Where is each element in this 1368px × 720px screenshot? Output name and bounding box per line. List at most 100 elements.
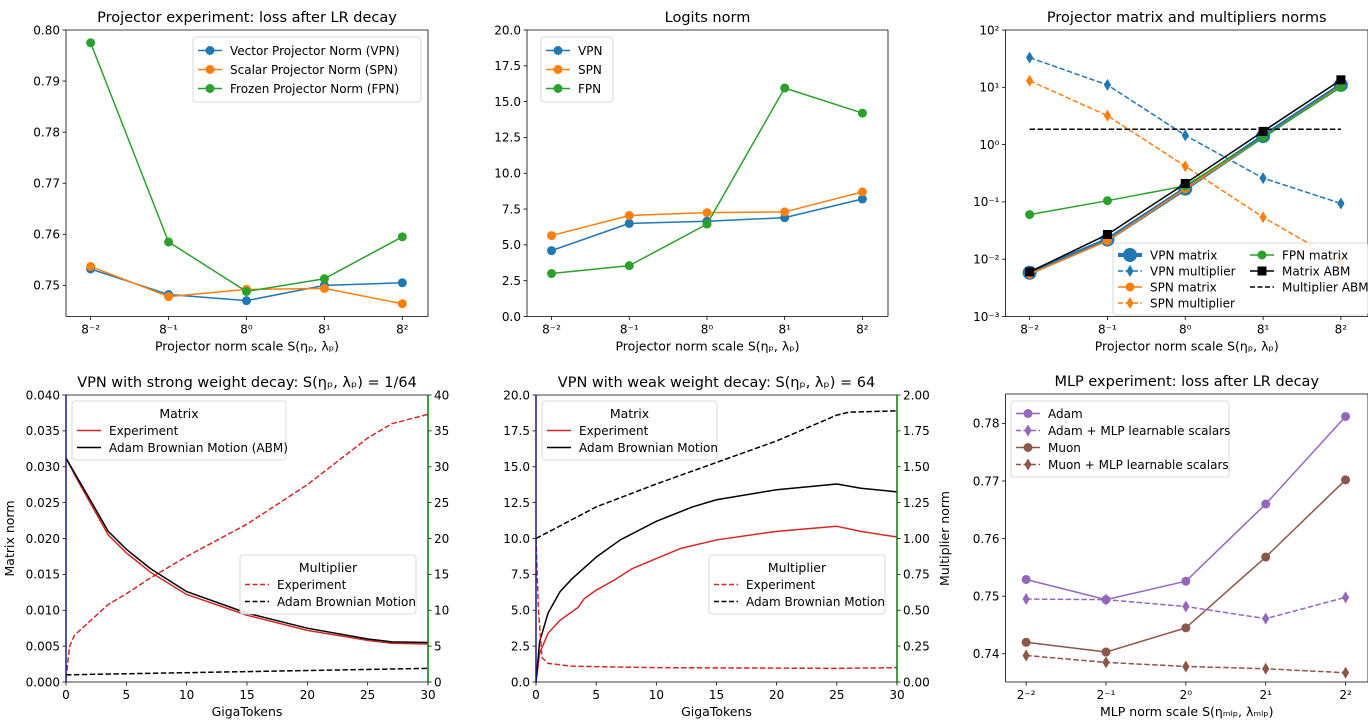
data-point-marker [1341, 666, 1350, 679]
data-point-marker [1181, 623, 1191, 633]
data-point-marker [319, 274, 329, 284]
legend-frame [1112, 242, 1368, 316]
y-tick-label: 0.0 [502, 310, 521, 324]
y-tick-label: 7.5 [502, 202, 521, 216]
chart-title: Logits norm [665, 10, 751, 26]
data-point-marker [624, 218, 634, 228]
x-tick-label: 8⁻² [1020, 323, 1039, 337]
chart-title: Projector matrix and multipliers norms [1047, 10, 1327, 26]
y-tick-label: 0.015 [26, 568, 60, 582]
x-tick-label: 8⁻² [81, 323, 100, 337]
x-tick-label: 8¹ [318, 323, 331, 337]
legend-title: Matrix [610, 406, 649, 421]
x-axis-label: GigaTokens [212, 704, 283, 719]
legend-marker [1123, 248, 1137, 262]
data-point-marker [86, 38, 96, 48]
legend-marker [1024, 458, 1032, 471]
x-tick-label: 10 [179, 688, 194, 702]
y-tick-label: 10⁰ [979, 138, 999, 152]
data-point-marker [1341, 475, 1351, 485]
data-point-marker [1182, 660, 1190, 673]
y-tick-label: 5.0 [502, 238, 521, 252]
data-point-marker [1025, 210, 1035, 220]
legend-label: VPN matrix [1150, 248, 1217, 262]
x-tick-label: 20 [300, 688, 315, 702]
data-point-marker [1026, 74, 1034, 87]
data-point-marker [1341, 591, 1350, 604]
legend-label: SPN multiplier [1150, 296, 1235, 310]
y2-tick-label: 1.50 [903, 460, 930, 474]
y-tick-label: 20.0 [503, 388, 530, 402]
data-point-marker [241, 296, 251, 306]
data-point-marker [1103, 78, 1112, 91]
x-tick-label: 10 [649, 688, 664, 702]
data-point-marker [1102, 196, 1112, 206]
data-point-marker [1341, 411, 1351, 421]
data-point-marker [1336, 82, 1346, 92]
data-point-marker [547, 269, 557, 279]
y-tick-label: 0.025 [26, 496, 60, 510]
y-tick-label: 10⁻³ [973, 310, 1000, 324]
data-point-marker [702, 208, 712, 218]
legend-title: Matrix [159, 406, 198, 421]
x-tick-label: 8⁻¹ [1098, 323, 1117, 337]
y2-tick-label: 1.00 [903, 532, 930, 546]
legend-label: Multiplier ABM [1282, 280, 1368, 294]
y-tick-label: 0.80 [33, 23, 60, 37]
y-tick-label: 10¹ [979, 81, 999, 95]
x-tick-label: 25 [829, 688, 844, 702]
y2-tick-label: 40 [434, 388, 449, 402]
legend-frame [71, 400, 287, 461]
series-line-5-4 [536, 410, 897, 540]
y2-tick-label: 15 [434, 568, 449, 582]
data-point-marker [547, 231, 557, 241]
legend-label: Experiment [579, 424, 649, 438]
legend-label: Vector Projector Norm (VPN) [230, 44, 400, 58]
x-tick-label: 8² [1335, 323, 1348, 337]
legend-label: Frozen Projector Norm (FPN) [230, 82, 399, 96]
chart-panel-2: Logits norm Projector norm scale S(ηₚ, λₚ… [494, 10, 889, 354]
data-point-marker [1102, 593, 1110, 606]
plot-area [66, 413, 428, 679]
y-tick-label: 0.035 [26, 424, 60, 438]
legend-label: Matrix ABM [1282, 264, 1350, 278]
x-tick-label: 2⁻² [1017, 688, 1036, 702]
legend-marker [1257, 250, 1267, 260]
legend-marker [553, 84, 563, 93]
data-point-marker [397, 232, 407, 242]
legend-label: Experiment [109, 424, 179, 438]
y2-tick-label: 0 [434, 675, 442, 689]
x-tick-label: 8² [856, 323, 869, 337]
legend-label: Muon [1048, 441, 1081, 455]
y-tick-label: 0.000 [26, 675, 60, 689]
legend-marker [1024, 424, 1032, 437]
x-axis-label: Projector norm scale S(ηₚ, λₚ) [1095, 339, 1279, 354]
legend-marker [1023, 409, 1033, 418]
legend: Vector Projector Norm (VPN) Scalar Projec… [192, 36, 422, 103]
data-point-marker [1101, 647, 1111, 657]
data-point-marker [547, 246, 557, 256]
x-tick-label: 15 [239, 688, 254, 702]
legend-label: VPN [578, 44, 602, 58]
data-point-marker [164, 292, 174, 302]
legend-marker [205, 46, 215, 55]
legend: VPN matrix VPN multiplier SPN matrix SPN mu… [1112, 242, 1368, 316]
y-tick-label: 0.0 [511, 675, 530, 689]
data-point-marker [1022, 649, 1030, 662]
legend-label: Adam + MLP learnable scalars [1048, 424, 1230, 438]
x-axis-label: GigaTokens [681, 704, 752, 719]
legend-label: FPN [578, 82, 601, 96]
data-point-marker [1337, 197, 1345, 210]
chart-title: VPN with strong weight decay: S(ηₚ, λₚ) … [77, 375, 417, 391]
data-point-marker [780, 207, 790, 217]
x-tick-label: 2⁰ [1180, 688, 1193, 702]
x-tick-label: 8⁻¹ [620, 323, 639, 337]
y-tick-label: 0.040 [26, 388, 60, 402]
x-tick-label: 0 [532, 688, 540, 702]
legend-title: Multiplier [768, 560, 827, 575]
y2-tick-label: 25 [434, 496, 449, 510]
y-axis-label: Matrix norm [2, 501, 17, 577]
data-point-marker [1262, 612, 1270, 625]
y-tick-label: 10⁻² [973, 253, 1000, 267]
